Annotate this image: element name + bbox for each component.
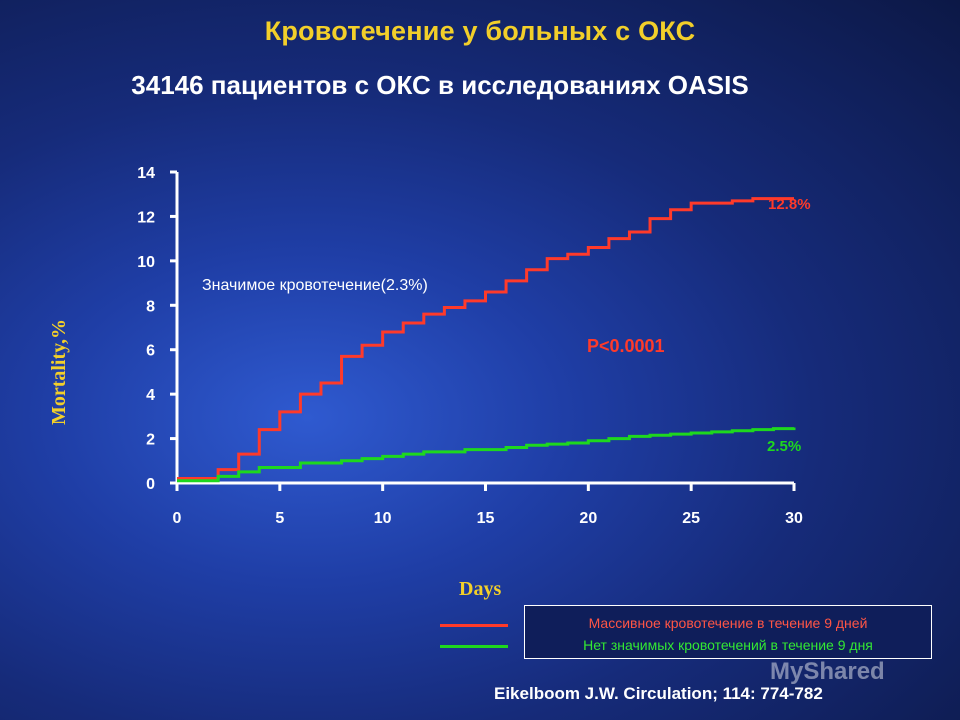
- slide-subtitle: 34146 пациентов с ОКС в исследованиях OA…: [131, 70, 749, 100]
- y-tick-label: 6: [146, 343, 155, 360]
- x-axis-label: Days: [459, 578, 502, 600]
- y-tick-label: 10: [137, 254, 155, 271]
- citation: Eikelboom J.W. Circulation; 114: 774-782: [494, 684, 823, 703]
- end-label-major-bleeding: 12.8%: [768, 196, 811, 213]
- series-line-major-bleeding: [177, 197, 794, 481]
- end-label-no-bleeding: 2.5%: [767, 438, 801, 455]
- legend-entry-major-bleeding: Массивное кровотечение в течение 9 дней: [588, 615, 868, 631]
- y-axis-label: Mortality,%: [48, 318, 70, 426]
- legend-entry-no-bleeding: Нет значимых кровотечений в течение 9 дн…: [583, 637, 873, 653]
- slide-title: Кровотечение у больных с ОКС: [264, 16, 696, 46]
- y-tick-label: 0: [146, 476, 155, 493]
- y-tick-label: 2: [146, 432, 155, 449]
- legend-line-major-bleeding: [440, 624, 508, 627]
- x-tick-label: 10: [374, 510, 392, 527]
- x-tick-label: 20: [579, 510, 597, 527]
- annotation-significant-bleeding: Значимое кровотечение(2.3%): [202, 277, 428, 294]
- x-tick-label: 0: [173, 510, 182, 527]
- y-tick-label: 14: [137, 165, 155, 182]
- watermark-logo: MyShared: [770, 658, 885, 685]
- legend: Массивное кровотечение в течение 9 дней …: [524, 605, 932, 659]
- x-tick-label: 25: [682, 510, 700, 527]
- y-tick-label: 4: [146, 387, 155, 404]
- y-tick-label: 12: [137, 209, 155, 226]
- x-tick-label: 15: [477, 510, 495, 527]
- x-tick-label: 5: [275, 510, 284, 527]
- legend-line-no-bleeding: [440, 645, 508, 648]
- chart-axes: 0 2 4 6 8 10 12 14 0 5 10 15 20 25 30: [137, 165, 803, 527]
- annotation-p-value: P<0.0001: [587, 336, 665, 356]
- y-tick-label: 8: [146, 298, 155, 315]
- x-tick-label: 30: [785, 510, 803, 527]
- chart-series: [177, 197, 796, 483]
- series-line-no-bleeding: [177, 427, 796, 483]
